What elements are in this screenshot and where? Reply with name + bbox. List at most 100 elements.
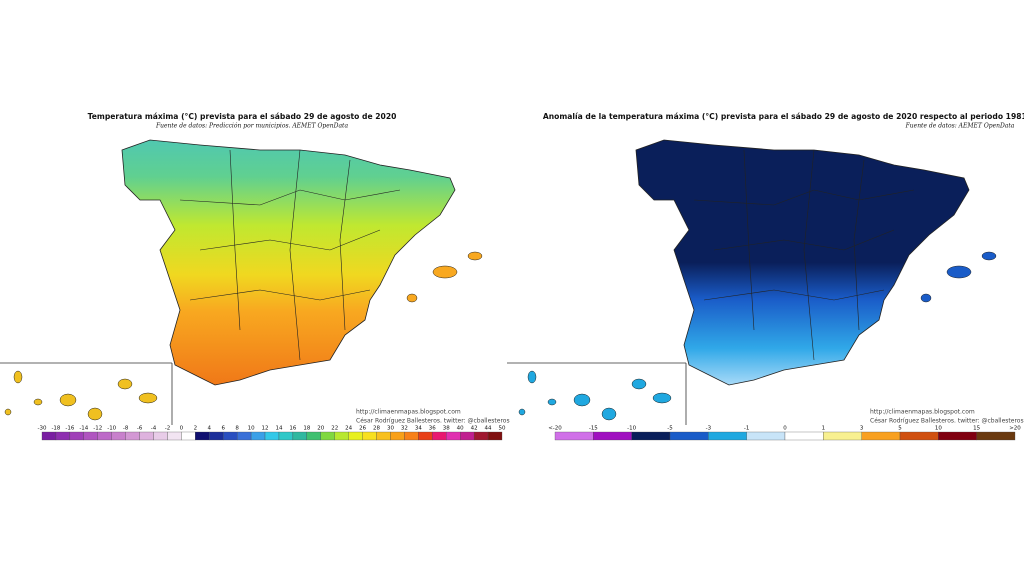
- legend-label: -2: [165, 426, 170, 432]
- legend-label: 26: [359, 426, 366, 432]
- credit-author: César Rodríguez Ballesteros. twitter: @c…: [356, 418, 510, 425]
- legend-label: 16: [289, 426, 296, 432]
- legend-swatch: [460, 431, 475, 441]
- legend-swatch: [938, 431, 977, 441]
- legend-swatch: [348, 431, 363, 441]
- legend-label: -12: [93, 426, 102, 432]
- legend-swatch: [390, 431, 405, 441]
- legend-label: -6: [137, 426, 143, 432]
- legend-label: 6: [221, 426, 225, 432]
- left-map: [4, 139, 483, 421]
- legend-label: 3: [860, 426, 864, 432]
- legend-swatch: [55, 431, 71, 441]
- legend-label: 15: [973, 426, 980, 432]
- legend-label: -5: [667, 426, 673, 432]
- legend-swatch: [153, 431, 168, 441]
- map-title: Anomalía de la temperatura máxima (°C) p…: [543, 112, 1024, 121]
- legend-label: -1: [744, 426, 749, 432]
- canary-island: [518, 408, 526, 416]
- legend-swatch: [167, 431, 182, 441]
- canary-island: [631, 378, 647, 390]
- legend-label: -16: [65, 426, 74, 432]
- province-borders: [179, 149, 401, 361]
- legend-label: 20: [317, 426, 324, 432]
- legend-label: 12: [262, 426, 269, 432]
- legend-swatch: [223, 431, 238, 441]
- legend-label: 34: [415, 426, 422, 432]
- legend-swatch: [784, 431, 824, 441]
- legend-swatch: [306, 431, 321, 441]
- map-subtitle: Fuente de datos: Predicción por municipi…: [155, 123, 349, 130]
- legend-swatch: [976, 431, 1016, 441]
- legend-swatch: [250, 431, 266, 441]
- right-map: [518, 139, 997, 421]
- legend-label: 4: [208, 426, 212, 432]
- legend-label: -10: [107, 426, 116, 432]
- legend-label: 40: [457, 426, 464, 432]
- legend-label: 42: [471, 426, 478, 432]
- legend-swatch: [264, 431, 280, 441]
- legend-swatch: [139, 431, 154, 441]
- legend-swatch: [861, 431, 901, 441]
- canary-island: [138, 392, 158, 404]
- canary-island: [4, 408, 12, 416]
- legend-label: 44: [485, 426, 492, 432]
- legend-swatch: [362, 431, 377, 441]
- map-subtitle: Fuente de datos: AEMET OpenData: [905, 123, 1015, 130]
- canary-island: [87, 407, 103, 421]
- legend-label: -10: [627, 426, 636, 432]
- credit-url: http://climaenmapas.blogspot.com: [870, 409, 975, 416]
- legend-swatch: [111, 431, 126, 441]
- credit-author: César Rodríguez Ballesteros. twitter: @c…: [870, 418, 1024, 425]
- legend-swatch: [593, 431, 632, 441]
- balearic-island: [946, 265, 972, 279]
- canary-island: [527, 370, 537, 384]
- legend-label: -14: [79, 426, 88, 432]
- legend-swatch: [418, 431, 433, 441]
- legend-label: 0: [783, 426, 787, 432]
- canary-island: [601, 407, 617, 421]
- mainland-shape: [121, 139, 456, 386]
- legend-label: 38: [443, 426, 450, 432]
- legend-label: 8: [235, 426, 239, 432]
- legend-label: 0: [180, 426, 184, 432]
- map-title: Temperatura máxima (°C) prevista para el…: [88, 112, 397, 121]
- legend-swatch: [376, 431, 391, 441]
- legend-swatch: [97, 431, 112, 441]
- legend-label: 1: [822, 426, 826, 432]
- canary-island: [547, 398, 557, 406]
- legend-swatch: [554, 431, 594, 441]
- legend-swatch: [487, 431, 503, 441]
- legend-swatch: [41, 431, 57, 441]
- legend-swatch: [181, 431, 196, 441]
- legend-label: 36: [429, 426, 436, 432]
- canary-island: [652, 392, 672, 404]
- legend-label: 32: [401, 426, 408, 432]
- legend-label: 28: [373, 426, 380, 432]
- legend-swatch: [83, 431, 98, 441]
- legend-label: 10: [935, 426, 942, 432]
- balearic-island: [432, 265, 458, 279]
- legend-label: 18: [303, 426, 310, 432]
- legend-swatch: [669, 431, 709, 441]
- legend-swatch: [708, 431, 747, 441]
- legend-swatch: [631, 431, 671, 441]
- legend-label: 30: [387, 426, 394, 432]
- mainland: [518, 139, 997, 421]
- legend-swatch: [432, 431, 447, 441]
- legend-swatch: [237, 431, 252, 441]
- legend-label: 5: [898, 426, 902, 432]
- legend-swatch: [292, 431, 307, 441]
- province-borders: [693, 149, 915, 361]
- legend-label: -18: [51, 426, 60, 432]
- legend-label: -4: [151, 426, 157, 432]
- legend-label: -3: [706, 426, 712, 432]
- legend-label: -8: [123, 426, 129, 432]
- balearic-island: [920, 293, 932, 303]
- legend-swatch: [473, 431, 489, 441]
- balearic-island: [406, 293, 418, 303]
- canary-island: [33, 398, 43, 406]
- legend-swatch: [125, 431, 140, 441]
- legend-swatch: [278, 431, 294, 441]
- canary-island: [59, 393, 77, 407]
